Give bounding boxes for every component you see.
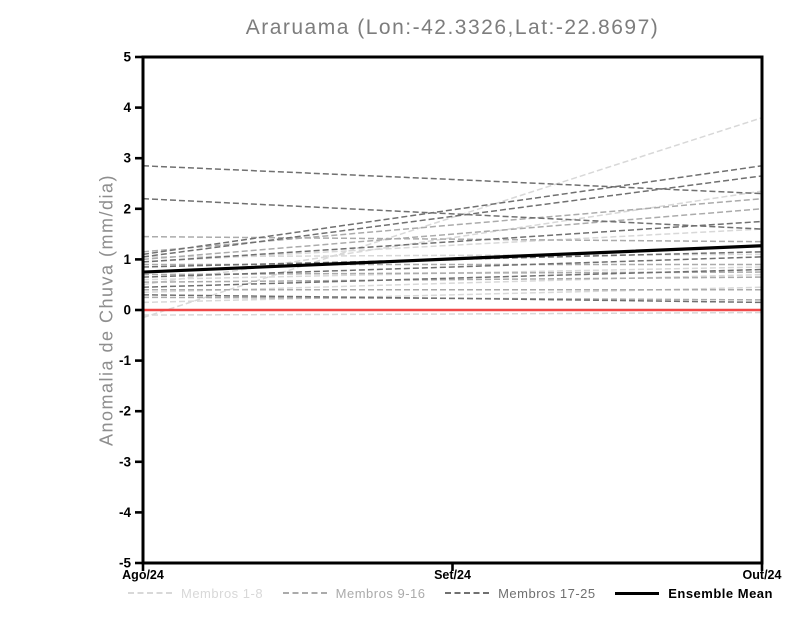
y-tick-label: -5 [119, 556, 131, 571]
legend-label: Ensemble Mean [668, 585, 773, 601]
legend: Membros 1-8 Membros 9-16 Membros 17-25 Ense… [128, 583, 773, 603]
chart-title: Araruama (Lon:-42.3326,Lat:-22.8697) [245, 16, 660, 39]
member-line [142, 294, 763, 304]
member-line [142, 175, 763, 258]
legend-label: Membros 1-8 [181, 585, 264, 601]
legend-item: Membros 1-8 [128, 586, 263, 601]
member-line [142, 117, 763, 319]
y-tick-label: 5 [123, 50, 131, 65]
member-line [142, 268, 763, 288]
dashed-line-swatch [282, 592, 327, 594]
y-tick-label: 3 [123, 151, 131, 166]
x-tick-label: Set/24 [434, 568, 471, 582]
solid-line-swatch [615, 591, 660, 595]
legend-label: Membros 9-16 [335, 585, 426, 601]
y-tick-label: 1 [123, 252, 131, 267]
legend-item: Ensemble Mean [615, 586, 773, 601]
member-line [142, 256, 763, 278]
member-line [142, 165, 763, 256]
y-tick-label: 4 [123, 100, 131, 115]
member-line [142, 197, 763, 253]
y-tick-label: 2 [123, 201, 131, 216]
dashed-line-swatch [445, 592, 490, 594]
ensemble-mean-line [142, 244, 763, 274]
member-line [142, 165, 763, 195]
x-tick-label: Out/24 [743, 568, 782, 582]
member-line [142, 208, 763, 261]
member-line [142, 276, 763, 283]
y-tick-label: -2 [119, 404, 131, 419]
legend-item: Membros 9-16 [282, 585, 426, 601]
y-tick-label: -4 [119, 505, 131, 520]
member-line [142, 235, 763, 243]
y-tick-label: -3 [119, 454, 131, 469]
x-tick-label: Ago/24 [122, 568, 164, 582]
legend-label: Membros 17-25 [498, 585, 596, 601]
member-line [142, 228, 763, 263]
member-line [142, 311, 763, 316]
legend-item: Membros 17-25 [445, 586, 596, 601]
y-tick-label: 0 [123, 303, 131, 318]
member-line [142, 197, 763, 230]
y-tick-label: -1 [119, 353, 131, 368]
dashed-line-swatch [128, 592, 172, 594]
member-line [142, 220, 763, 263]
